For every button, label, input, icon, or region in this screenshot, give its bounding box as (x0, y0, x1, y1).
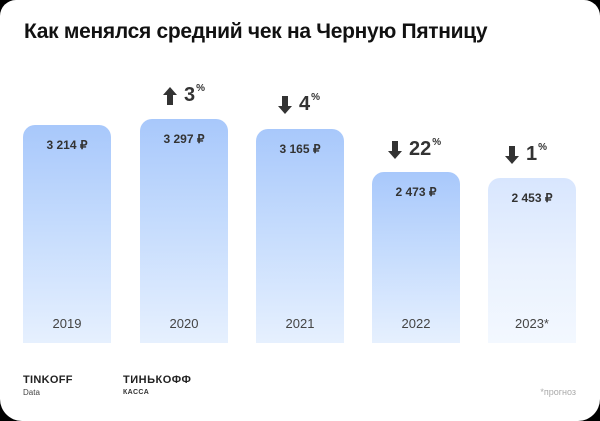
tinkoff-kassa-logo: ТИНЬКОФФ КАССА (123, 374, 192, 396)
bar-value: 3 165 ₽ (279, 142, 321, 156)
bar-2019: 3 214 ₽ 2019 (23, 125, 111, 343)
arrow-down-icon (388, 141, 402, 159)
arrow-down-icon (278, 96, 292, 114)
bar-year: 2023* (515, 316, 549, 331)
change-2023: 1% (505, 142, 547, 165)
bar-year: 2022 (401, 316, 431, 331)
chart-title: Как менялся средний чек на Черную Пятниц… (24, 20, 488, 43)
change-2021: 4% (278, 92, 320, 115)
bar-year: 2021 (285, 316, 315, 331)
arrow-down-icon (505, 146, 519, 164)
tinkoff-data-logo: TINKOFF Data (23, 374, 73, 397)
change-2022: 22% (388, 137, 441, 160)
bar-value: 3 297 ₽ (163, 132, 205, 146)
bar-year: 2019 (52, 316, 82, 331)
forecast-note: *прогноз (540, 387, 576, 397)
bar-2020: 3 297 ₽ 2020 (140, 119, 228, 343)
bar-year: 2020 (169, 316, 199, 331)
arrow-up-icon (163, 87, 177, 105)
bar-value: 2 473 ₽ (395, 185, 437, 199)
bar-2021: 3 165 ₽ 2021 (256, 129, 344, 343)
change-2020: 3% (163, 83, 205, 106)
bar-2022: 2 473 ₽ 2022 (372, 172, 460, 343)
bar-2023: 2 453 ₽ 2023* (488, 178, 576, 343)
bar-value: 3 214 ₽ (46, 138, 88, 152)
bar-value: 2 453 ₽ (511, 191, 553, 205)
